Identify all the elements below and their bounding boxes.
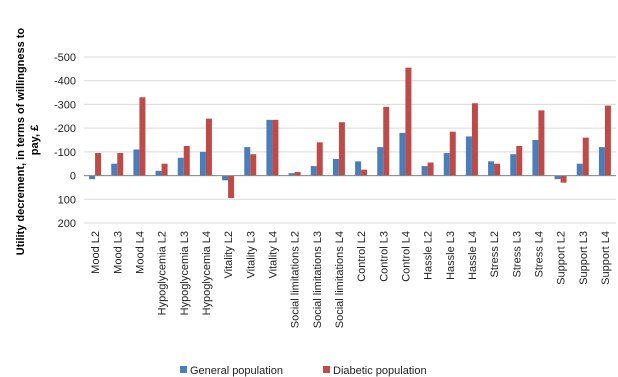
bar-diabetic (471, 103, 478, 176)
x-tick-label: Social limitations L3 (312, 231, 324, 328)
bar-diabetic (250, 154, 257, 176)
bar-diabetic (538, 110, 545, 176)
x-tick-label: Control L2 (356, 231, 368, 282)
y-tick-label: -100 (54, 147, 76, 159)
bar-diabetic (383, 106, 390, 176)
bar-diabetic (361, 169, 368, 176)
bar-diabetic (316, 142, 323, 176)
bar-general (465, 136, 472, 176)
legend-swatch-general (180, 366, 187, 373)
bar-general (310, 166, 317, 176)
bar-diabetic (272, 119, 279, 176)
bar-diabetic (516, 145, 523, 176)
y-tick-label: -200 (54, 123, 76, 135)
y-tick-label: -300 (54, 99, 76, 111)
legend-label-general: General population (190, 365, 283, 377)
x-tick-label: Social limitations L4 (334, 231, 346, 328)
x-tick-label: Stress L3 (511, 231, 523, 277)
x-tick-label: Support L3 (578, 231, 590, 285)
bar-general (111, 163, 118, 176)
bar-general (177, 157, 184, 176)
x-tick-label: Hypoglycemia L2 (157, 231, 169, 315)
y-tick-label: -400 (54, 76, 76, 88)
x-tick-label: Hypoglycemia L3 (179, 231, 191, 315)
bar-general (510, 154, 517, 176)
bar-general (399, 132, 406, 176)
bar-diabetic (604, 105, 611, 176)
x-tick-label: Hassle L2 (423, 231, 435, 280)
x-tick-label: Hassle L4 (467, 231, 479, 280)
bar-diabetic (205, 118, 212, 176)
x-tick-label: Stress L4 (533, 231, 545, 277)
x-tick-labels: Mood L2 Mood L3 Mood L4 Hypoglycemia L2 Hypo… (90, 231, 612, 328)
bar-general (421, 166, 428, 176)
bar-general (532, 140, 539, 176)
x-tick-label: Stress L2 (489, 231, 501, 277)
x-tick-label: Support L4 (600, 231, 612, 285)
bar-general (244, 147, 251, 176)
bar-diabetic (338, 122, 345, 176)
x-tick-label: Social limitations L2 (290, 231, 302, 328)
x-tick-label: Hassle L3 (445, 231, 457, 280)
x-tick-label: Vitality L4 (267, 231, 279, 279)
x-tick-label: Mood L3 (112, 231, 124, 274)
y-tick-label: 100 (58, 194, 76, 206)
bar-general (598, 147, 605, 176)
bar-diabetic (449, 131, 456, 176)
bar-diabetic (117, 153, 124, 176)
bar-diabetic (405, 67, 412, 176)
y-tick-label: 200 (58, 218, 76, 230)
y-tick-label: 0 (70, 171, 76, 183)
bar-diabetic (139, 97, 146, 176)
bar-general (266, 119, 273, 176)
bar-general (199, 151, 206, 176)
legend: General population Diabetic population (180, 365, 427, 377)
bar-general (222, 175, 229, 181)
x-tick-label: Control L4 (400, 231, 412, 282)
bar-general (377, 147, 384, 176)
legend-label-diabetic: Diabetic population (333, 365, 427, 377)
bar-diabetic (494, 163, 501, 176)
x-tick-label: Support L2 (556, 231, 568, 285)
bar-diabetic (582, 137, 589, 176)
bar-general (443, 153, 450, 176)
bar-general (488, 161, 495, 176)
legend-swatch-diabetic (323, 366, 330, 373)
y-tick-label: -500 (54, 52, 76, 64)
bars (89, 67, 611, 199)
bar-diabetic (294, 172, 301, 176)
bar-diabetic (228, 175, 235, 199)
bar-general (89, 175, 96, 180)
bar-diabetic (183, 145, 190, 176)
x-tick-label: Hypoglycemia L4 (201, 231, 213, 315)
bar-general (288, 173, 295, 176)
bar-general (155, 170, 162, 176)
x-tick-label: Vitality L3 (245, 231, 257, 279)
bar-diabetic (161, 163, 168, 176)
bar-general (332, 158, 339, 176)
x-tick-label: Mood L2 (90, 231, 102, 274)
bar-diabetic (560, 175, 567, 183)
bar-general (554, 175, 561, 180)
bar-general (576, 163, 583, 176)
x-tick-label: Vitality L2 (223, 231, 235, 279)
x-tick-label: Control L3 (378, 231, 390, 282)
y-axis-label: Utility decrement, in terms of willingne… (15, 25, 41, 255)
bar-general (133, 149, 140, 176)
bar-diabetic (427, 162, 434, 176)
x-tick-label: Mood L4 (134, 231, 146, 274)
bar-diabetic (95, 153, 102, 176)
bar-general (355, 161, 362, 176)
y-tick-labels: -500 -400 -300 -200 -100 0 100 200 (54, 52, 76, 230)
